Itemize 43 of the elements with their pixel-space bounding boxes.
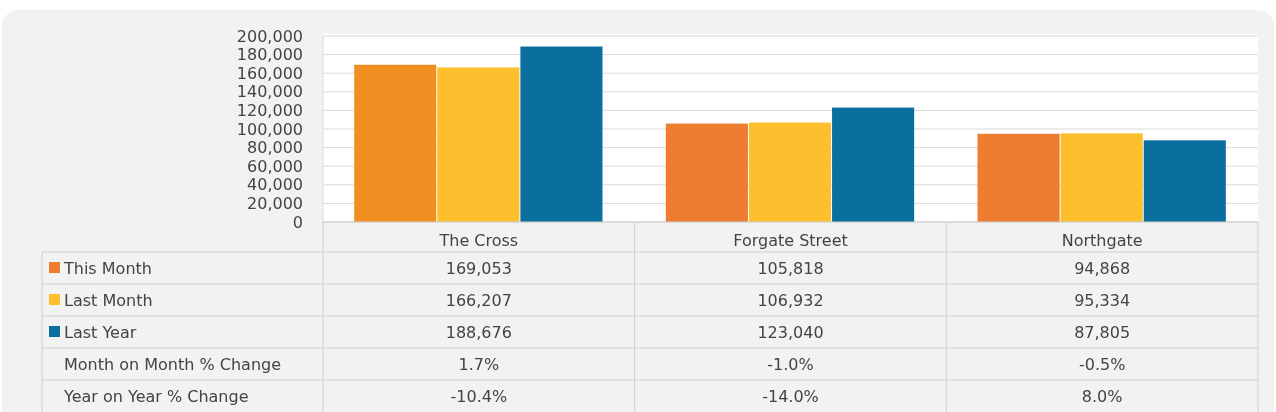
bar: [1060, 133, 1143, 222]
data-label: 169,053: [445, 258, 512, 278]
bar: [977, 133, 1060, 222]
data-label: 106,932: [757, 290, 824, 310]
text: Month on Month % Change: [64, 354, 282, 374]
x-tick-label: The Cross: [438, 230, 519, 250]
legend-label: This Month: [63, 258, 152, 278]
text: 8.0%: [1081, 386, 1123, 406]
y-tick-label: 80,000: [247, 138, 303, 158]
text: -10.4%: [450, 386, 508, 406]
bar: [520, 46, 603, 222]
y-tick-label: 60,000: [247, 156, 303, 176]
data-label: 94,868: [1074, 258, 1131, 278]
y-tick-label: 180,000: [236, 45, 303, 65]
bar: [1143, 140, 1226, 222]
data-label: 87,805: [1074, 322, 1131, 342]
y-tick-label: 0: [292, 212, 303, 232]
y-tick-label: 160,000: [236, 63, 303, 83]
x-tick-label: Northgate: [1061, 230, 1143, 250]
data-label: 166,207: [445, 290, 512, 310]
text: -1.0%: [767, 354, 814, 374]
x-tick-label: Forgate Street: [733, 230, 848, 250]
data-label: 95,334: [1074, 290, 1131, 310]
data-label: 123,040: [757, 322, 824, 342]
y-tick-label: 140,000: [236, 82, 303, 102]
y-tick-label: 20,000: [247, 194, 303, 213]
data-label: 188,676: [445, 322, 512, 342]
text: -0.5%: [1078, 354, 1126, 374]
y-tick-label: 120,000: [236, 101, 303, 120]
y-tick-label: 200,000: [236, 26, 303, 46]
legend-label: Last Year: [64, 322, 137, 342]
bar: [665, 123, 748, 222]
bar: [748, 122, 832, 222]
bar: [832, 107, 915, 222]
y-tick-label: 100,000: [236, 119, 303, 139]
text: -14.0%: [762, 386, 819, 406]
legend-label: Last Month: [64, 290, 153, 310]
bar: [437, 67, 520, 222]
data-label: 105,818: [757, 258, 824, 278]
text: 1.7%: [458, 354, 500, 374]
text: Year on Year % Change: [63, 386, 249, 406]
y-tick-label: 40,000: [247, 175, 303, 195]
bar: [354, 64, 437, 222]
